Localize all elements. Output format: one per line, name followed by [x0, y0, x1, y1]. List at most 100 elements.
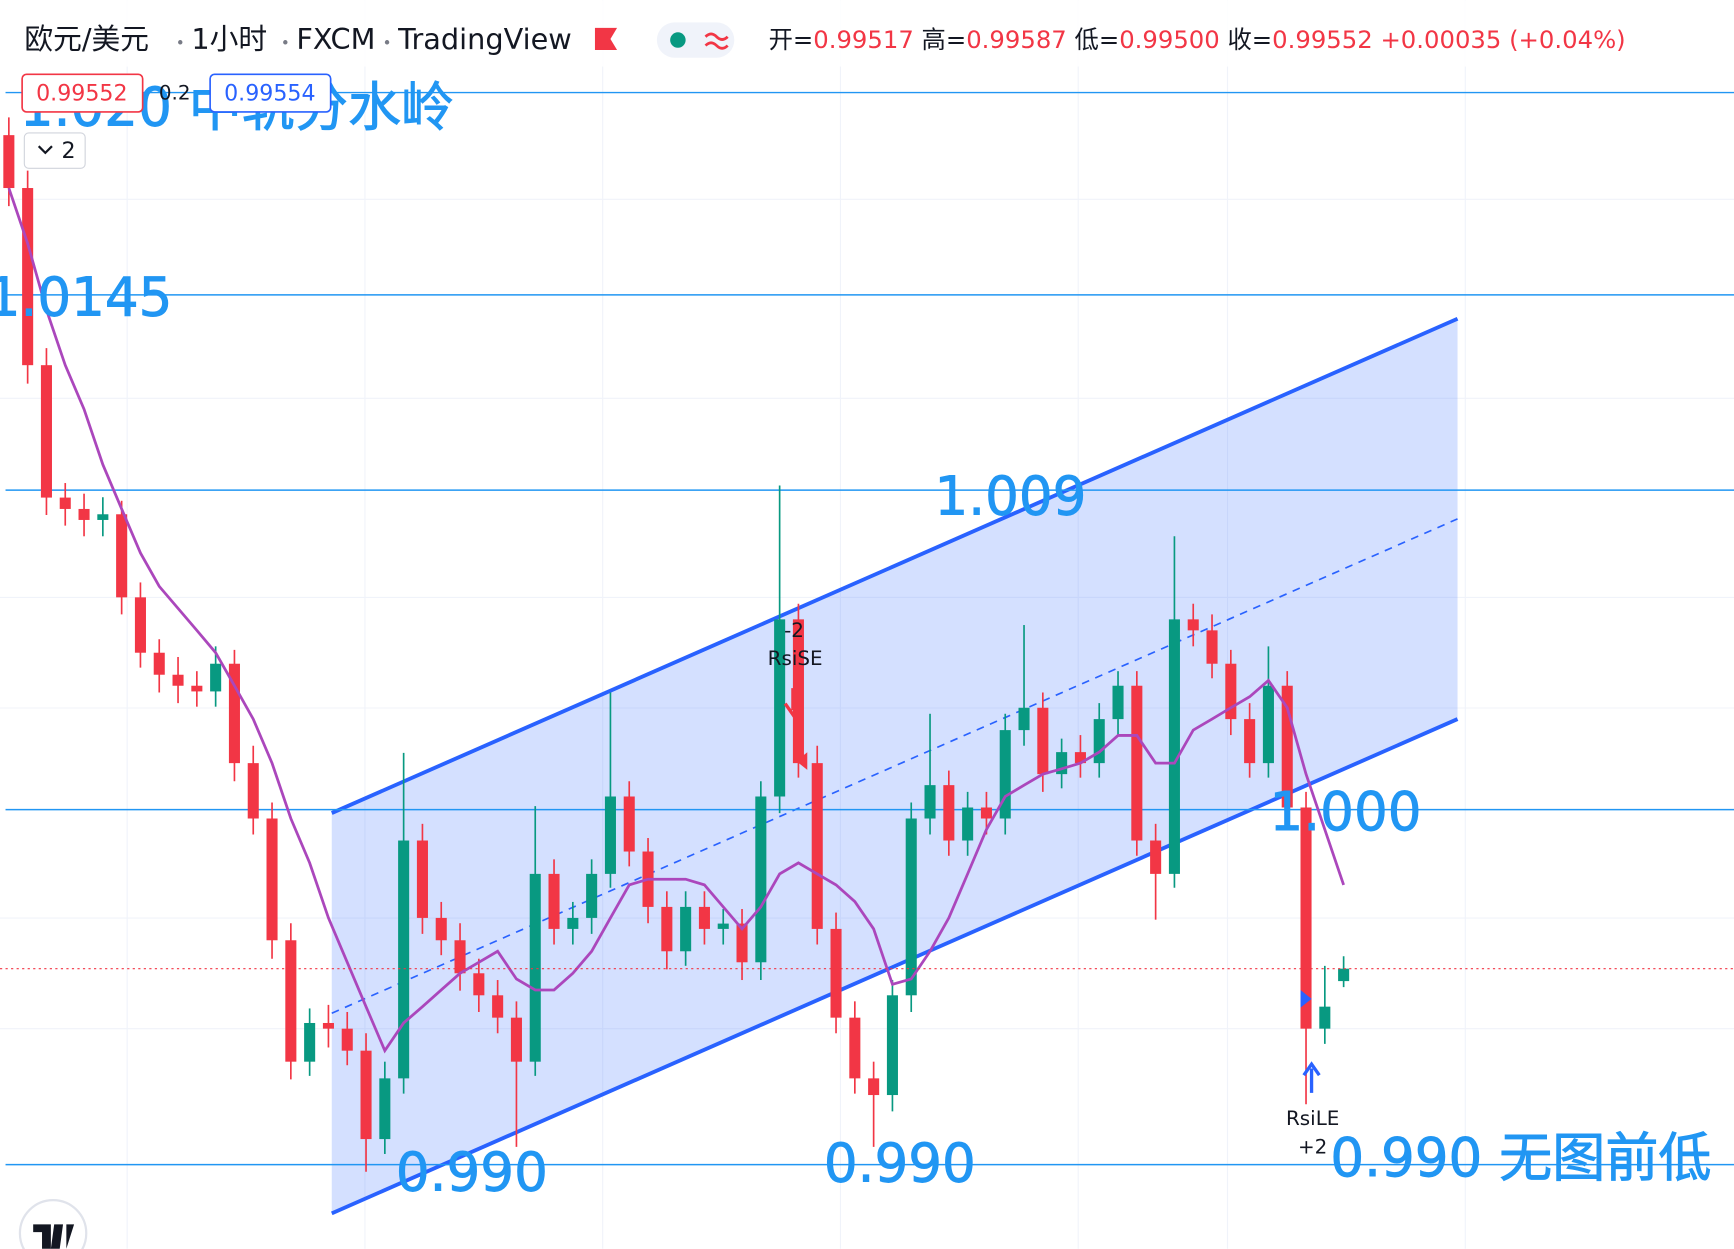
- level-label: 1.000: [1270, 781, 1422, 843]
- channel-upper: [330, 316, 1459, 815]
- status-pill[interactable]: [656, 22, 735, 58]
- signal-qty: -2: [784, 619, 804, 642]
- candle-body: [228, 663, 240, 764]
- candle-body: [266, 818, 278, 941]
- ohlc-value: 0.99500: [1119, 25, 1220, 54]
- candles: [0, 117, 1734, 1172]
- candle-body: [586, 873, 598, 918]
- candle-body: [943, 785, 955, 841]
- candle-body: [1187, 619, 1199, 631]
- broker: FXCM: [296, 22, 375, 56]
- channel-fill: [331, 318, 1458, 1214]
- candle-body: [1037, 707, 1049, 775]
- ohlc-label: 开=: [769, 25, 814, 54]
- candle-body: [736, 923, 748, 963]
- candle-body: [116, 514, 128, 598]
- status-dot: [670, 32, 686, 48]
- candle-body: [210, 663, 222, 692]
- levels: [5, 91, 1734, 1166]
- sell-button[interactable]: [21, 73, 144, 113]
- candle-body: [567, 917, 579, 929]
- candle-body: [962, 807, 974, 841]
- candle-body: [980, 807, 992, 819]
- channel-lower: [330, 717, 1459, 1216]
- tv-logo-mark: [33, 1224, 75, 1249]
- candle-body: [172, 674, 184, 686]
- candle-body: [304, 1022, 316, 1062]
- level-label: 0.990 无图前低: [1330, 1127, 1711, 1189]
- candle-body: [1131, 685, 1143, 841]
- candle-body: [1074, 752, 1086, 764]
- separator: [283, 40, 288, 45]
- candle-body: [435, 917, 447, 941]
- candle-body: [40, 365, 52, 498]
- level-label: 0.990: [824, 1133, 976, 1195]
- candle-body: [604, 796, 616, 874]
- candle-body: [510, 1017, 522, 1062]
- ask: 0.99554: [224, 81, 315, 107]
- candle-body: [247, 763, 259, 819]
- candle-body: [360, 1050, 372, 1140]
- candle-body: [1300, 807, 1312, 1029]
- sell-arrow: [783, 688, 803, 718]
- candle-body: [999, 730, 1011, 819]
- signal-name: RsiSE: [768, 647, 823, 670]
- spread: 0.2: [159, 82, 191, 105]
- candle-body: [492, 995, 504, 1018]
- candle-body: [717, 923, 729, 929]
- candle-body: [1150, 840, 1162, 874]
- ohlc-label: 高=: [922, 25, 967, 54]
- candle-body: [1338, 968, 1350, 982]
- candle-body: [1225, 663, 1237, 720]
- candle-body: [285, 940, 297, 1062]
- candle-body: [398, 840, 410, 1079]
- ohlc-label: 收=: [1227, 25, 1272, 54]
- header-bg: [0, 0, 1593, 67]
- candle-body: [792, 619, 804, 764]
- candle-body: [1281, 685, 1293, 808]
- signal-name: RsiLE: [1286, 1107, 1339, 1130]
- candle-body: [1244, 719, 1256, 764]
- chevron: [37, 145, 53, 155]
- ohlc: 开=0.99517 高=0.99587 低=0.99500 收=0.99552 …: [769, 25, 1626, 54]
- ohlc-label: 低=: [1075, 25, 1120, 54]
- candle-body: [924, 785, 936, 819]
- candle-body: [191, 685, 203, 692]
- candle-body: [78, 508, 90, 520]
- candle-body: [1018, 707, 1030, 731]
- candle-body: [548, 873, 560, 929]
- flag-icon[interactable]: [594, 27, 618, 51]
- buy-arrow: [1302, 1061, 1321, 1093]
- candle-body: [341, 1028, 353, 1051]
- buy-button[interactable]: [209, 73, 332, 113]
- candle-body: [905, 818, 917, 996]
- candle-body: [1262, 685, 1274, 764]
- platform: TradingView: [397, 22, 572, 56]
- interval[interactable]: 1小时: [191, 22, 267, 56]
- candle-body: [416, 840, 428, 918]
- candle-body: [1168, 619, 1180, 874]
- candle-body: [322, 1022, 334, 1029]
- level-label: 0.990: [396, 1141, 548, 1203]
- change: +0.00035 (+0.04%): [1380, 25, 1625, 54]
- candle-body: [623, 796, 635, 852]
- symbol[interactable]: 欧元/美元: [24, 22, 149, 56]
- candle-body: [153, 652, 165, 675]
- candle-body: [3, 135, 15, 189]
- moving-average: [7, 187, 1345, 1054]
- candle-body: [1206, 630, 1218, 664]
- candle-body: [22, 188, 34, 366]
- candle-body: [868, 1078, 880, 1096]
- status-icon: [704, 32, 729, 50]
- level-label: 1.0145: [0, 267, 172, 329]
- candle-body: [97, 514, 109, 520]
- candle-body: [1093, 719, 1105, 764]
- indicators-toggle[interactable]: [23, 132, 86, 169]
- candle-body: [774, 619, 786, 797]
- candle-body: [755, 796, 767, 963]
- indicators-count: 2: [62, 138, 76, 164]
- candle-body: [661, 906, 673, 952]
- buy-marker: [1300, 989, 1312, 1008]
